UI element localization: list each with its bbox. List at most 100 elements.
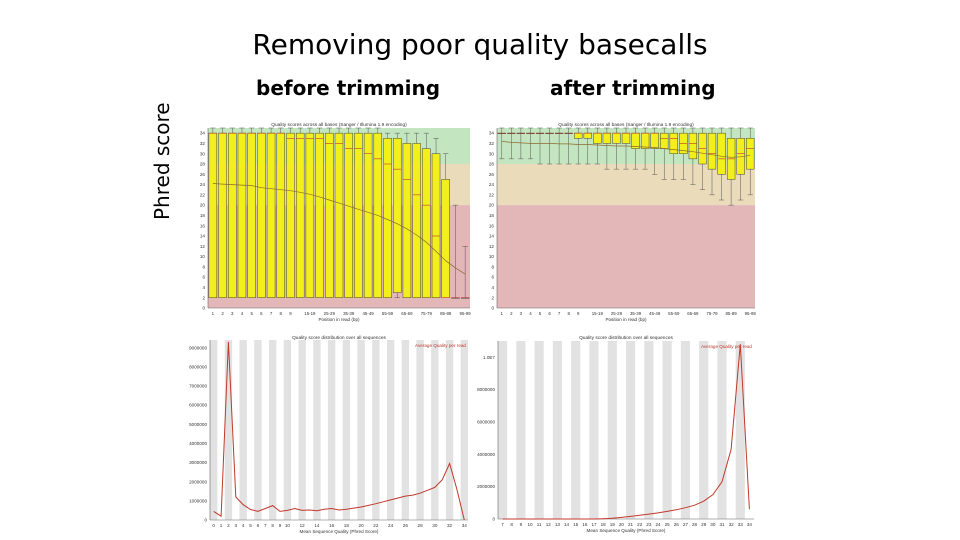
x-tick-label: 9 [577, 311, 580, 316]
background-stripe [607, 341, 617, 519]
background-stripe [662, 341, 672, 519]
x-tick-label: 14 [314, 523, 320, 528]
x-tick-label: 3 [231, 311, 234, 316]
x-tick-label: 6 [257, 523, 260, 528]
box [286, 132, 295, 298]
box [354, 132, 363, 298]
x-tick-label: 0 [212, 523, 215, 528]
x-tick-label: 14 [564, 522, 570, 527]
x-tick-label: 12 [300, 523, 306, 528]
background-stripe [571, 341, 581, 519]
box [717, 132, 726, 175]
y-tick-label: 6 [491, 275, 494, 280]
box [422, 148, 431, 298]
background-stripe [401, 340, 410, 520]
y-tick-label: 8000000 [477, 387, 495, 392]
x-tick-label: 25-29 [611, 311, 623, 316]
background-stripe [313, 340, 321, 520]
x-tick-label: 65-69 [401, 311, 413, 316]
y-tick-label: 0 [492, 517, 495, 522]
background-stripe [327, 340, 336, 520]
x-tick-label: 85-89 [725, 311, 737, 316]
x-tick-label: 35-39 [630, 311, 642, 316]
box [247, 132, 256, 298]
box [276, 132, 285, 298]
y-tick-label: 9000000 [189, 345, 207, 350]
y-tick-label: 1000000 [189, 498, 207, 503]
y-tick-label: 34 [489, 131, 495, 136]
background-stripe [210, 340, 218, 520]
box [660, 132, 669, 149]
x-tick-label: 45-49 [362, 311, 374, 316]
background-stripe [589, 341, 599, 519]
y-tick-label: 0 [202, 306, 205, 311]
y-tick-label: 28 [489, 162, 495, 167]
background-stripe [298, 340, 306, 520]
x-tick-label: 35-39 [343, 311, 355, 316]
x-tick-label: 9 [279, 523, 282, 528]
zone-reasonable [497, 164, 755, 206]
background-stripe [416, 340, 424, 520]
x-tick-label: 8 [567, 311, 570, 316]
background-stripe [460, 340, 468, 520]
box [441, 179, 450, 298]
box [602, 132, 612, 144]
y-tick-label: 30 [489, 151, 495, 156]
background-stripe [431, 340, 439, 520]
y-tick-label: 4000000 [477, 452, 495, 457]
x-tick-label: 30 [432, 523, 438, 528]
x-tick-label: 55-59 [668, 311, 680, 316]
y-tick-label: 18 [489, 213, 495, 218]
x-tick-label: 45-49 [649, 311, 661, 316]
box [208, 132, 218, 298]
box [402, 143, 412, 298]
background-stripe [626, 341, 636, 519]
y-tick-label: 26 [489, 172, 495, 177]
x-tick-label: 65-69 [687, 311, 699, 316]
background-stripe [498, 341, 508, 519]
before-per-base-chart: Quality scores across all bases (Sanger … [200, 122, 472, 322]
x-tick-label: 30 [710, 522, 716, 527]
x-tick-label: 8 [510, 522, 513, 527]
x-tick-label: 4 [529, 311, 532, 316]
y-tick-label: 24 [489, 182, 495, 187]
slide-title: Removing poor quality basecalls [252, 28, 708, 61]
y-tick-label: 32 [489, 141, 495, 146]
x-tick-label: 32 [447, 523, 453, 528]
x-axis-label: Position in read (bp) [318, 317, 360, 322]
x-tick-label: 24 [388, 523, 394, 528]
y-tick-label: 1.0E7 [483, 355, 495, 360]
x-tick-label: 17 [591, 522, 597, 527]
box [266, 132, 276, 298]
background-stripe [516, 341, 526, 519]
x-tick-label: 16 [582, 522, 588, 527]
box [363, 132, 373, 298]
y-tick-label: 8000000 [189, 364, 207, 369]
y-tick-label: 22 [489, 192, 495, 197]
y-tick-label: 16 [489, 223, 495, 228]
x-tick-label: 75-79 [706, 311, 718, 316]
x-tick-label: 95-99 [745, 311, 757, 316]
y-tick-label: 34 [200, 131, 206, 136]
x-tick-label: 2 [510, 311, 513, 316]
x-tick-label: 10 [527, 522, 533, 527]
before-trimming-label: before trimming [256, 76, 441, 100]
x-tick-label: 10 [285, 523, 291, 528]
x-tick-label: 25-29 [324, 311, 336, 316]
background-stripe [268, 340, 277, 520]
background-stripe [357, 340, 365, 520]
x-tick-label: 12 [546, 522, 552, 527]
x-tick-label: 16 [329, 523, 335, 528]
x-tick-label: 7 [264, 523, 267, 528]
background-stripe [283, 340, 292, 520]
x-tick-label: 4 [242, 523, 245, 528]
x-tick-label: 7 [270, 311, 273, 316]
background-stripe [735, 341, 745, 519]
x-tick-label: 24 [655, 522, 661, 527]
x-tick-label: 75-79 [421, 311, 433, 316]
y-tick-label: 3000000 [189, 460, 207, 465]
x-tick-label: 20 [619, 522, 625, 527]
box [593, 132, 602, 144]
x-tick-label: 34 [462, 523, 468, 528]
x-tick-label: 95-99 [460, 311, 472, 316]
